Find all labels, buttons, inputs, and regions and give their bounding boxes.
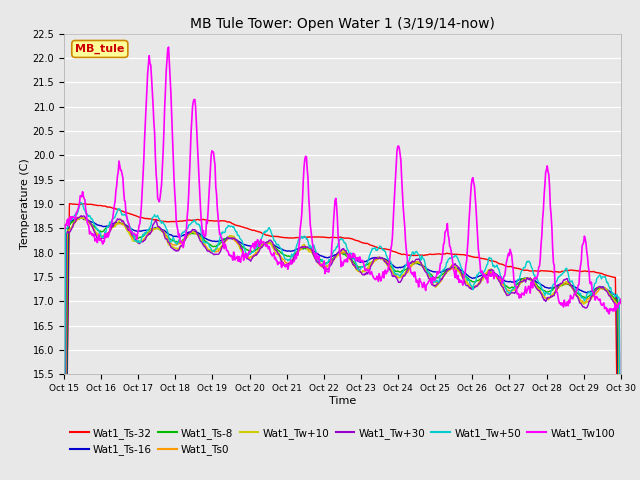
Wat1_Tw100	[411, 269, 419, 275]
Line: Wat1_Tw+50: Wat1_Tw+50	[64, 203, 621, 480]
Wat1_Tw+30	[77, 213, 85, 218]
Wat1_Tw+10	[428, 279, 435, 285]
Title: MB Tule Tower: Open Water 1 (3/19/14-now): MB Tule Tower: Open Water 1 (3/19/14-now…	[190, 17, 495, 31]
Wat1_Tw100	[60, 222, 68, 228]
Wat1_Tw+30	[128, 232, 136, 238]
Wat1_Tw+10	[70, 220, 78, 226]
Wat1_Ts0	[77, 214, 85, 220]
X-axis label: Time: Time	[329, 396, 356, 406]
Wat1_Ts-32	[81, 201, 89, 206]
Wat1_Tw+30	[411, 259, 419, 264]
Wat1_Tw100	[428, 275, 435, 281]
Wat1_Tw+30	[185, 231, 193, 237]
Line: Wat1_Tw+10: Wat1_Tw+10	[64, 217, 621, 480]
Wat1_Ts0	[214, 249, 222, 254]
Line: Wat1_Tw100: Wat1_Tw100	[64, 47, 621, 314]
Wat1_Tw+50	[70, 213, 78, 219]
Wat1_Tw+50	[185, 222, 193, 228]
Wat1_Tw+10	[185, 232, 193, 238]
Wat1_Ts-16	[428, 268, 435, 274]
Wat1_Ts-32	[411, 252, 419, 258]
Wat1_Ts0	[70, 221, 78, 227]
Text: MB_tule: MB_tule	[75, 44, 125, 54]
Wat1_Ts-16	[185, 229, 193, 235]
Wat1_Tw+10	[76, 214, 83, 220]
Wat1_Tw+50	[428, 274, 435, 279]
Wat1_Ts-8	[214, 242, 222, 248]
Wat1_Tw+30	[214, 252, 222, 257]
Wat1_Ts-32	[214, 218, 222, 224]
Wat1_Ts-8	[128, 230, 136, 236]
Wat1_Ts0	[411, 260, 419, 265]
Wat1_Ts-8	[70, 217, 78, 223]
Wat1_Tw100	[164, 44, 172, 50]
Wat1_Tw+50	[214, 241, 222, 247]
Wat1_Tw+30	[70, 220, 78, 226]
Wat1_Tw100	[605, 311, 613, 317]
Wat1_Ts-16	[76, 215, 83, 220]
Wat1_Tw+10	[128, 237, 136, 242]
Wat1_Tw100	[214, 214, 222, 220]
Wat1_Ts-8	[411, 261, 419, 266]
Wat1_Ts-32	[128, 212, 136, 217]
Line: Wat1_Ts0: Wat1_Ts0	[64, 217, 621, 480]
Wat1_Ts0	[428, 275, 435, 280]
Wat1_Ts0	[128, 233, 136, 239]
Wat1_Ts-16	[214, 238, 222, 244]
Wat1_Tw100	[617, 297, 625, 302]
Wat1_Ts-16	[70, 216, 78, 222]
Wat1_Tw+30	[428, 280, 435, 286]
Y-axis label: Temperature (C): Temperature (C)	[20, 158, 29, 250]
Wat1_Tw+10	[214, 246, 222, 252]
Wat1_Ts-16	[411, 260, 419, 266]
Wat1_Tw+50	[77, 200, 85, 205]
Wat1_Tw100	[185, 192, 193, 197]
Wat1_Tw+10	[411, 259, 419, 265]
Legend: Wat1_Ts-32, Wat1_Ts-16, Wat1_Ts-8, Wat1_Ts0, Wat1_Tw+10, Wat1_Tw+30, Wat1_Tw+50,: Wat1_Ts-32, Wat1_Ts-16, Wat1_Ts-8, Wat1_…	[66, 424, 619, 459]
Wat1_Tw100	[127, 228, 135, 234]
Line: Wat1_Ts-32: Wat1_Ts-32	[64, 204, 621, 480]
Wat1_Ts-8	[428, 272, 435, 277]
Wat1_Tw+50	[411, 251, 419, 256]
Wat1_Tw+50	[128, 229, 136, 235]
Wat1_Ts-32	[70, 201, 78, 207]
Wat1_Ts-8	[78, 215, 86, 220]
Wat1_Tw100	[70, 215, 78, 221]
Wat1_Ts-16	[128, 227, 136, 232]
Wat1_Ts-8	[185, 232, 193, 238]
Line: Wat1_Ts-16: Wat1_Ts-16	[64, 217, 621, 480]
Wat1_Ts-32	[428, 252, 435, 257]
Line: Wat1_Ts-8: Wat1_Ts-8	[64, 217, 621, 480]
Wat1_Ts0	[185, 232, 193, 238]
Line: Wat1_Tw+30: Wat1_Tw+30	[64, 216, 621, 480]
Wat1_Ts-32	[185, 217, 193, 223]
